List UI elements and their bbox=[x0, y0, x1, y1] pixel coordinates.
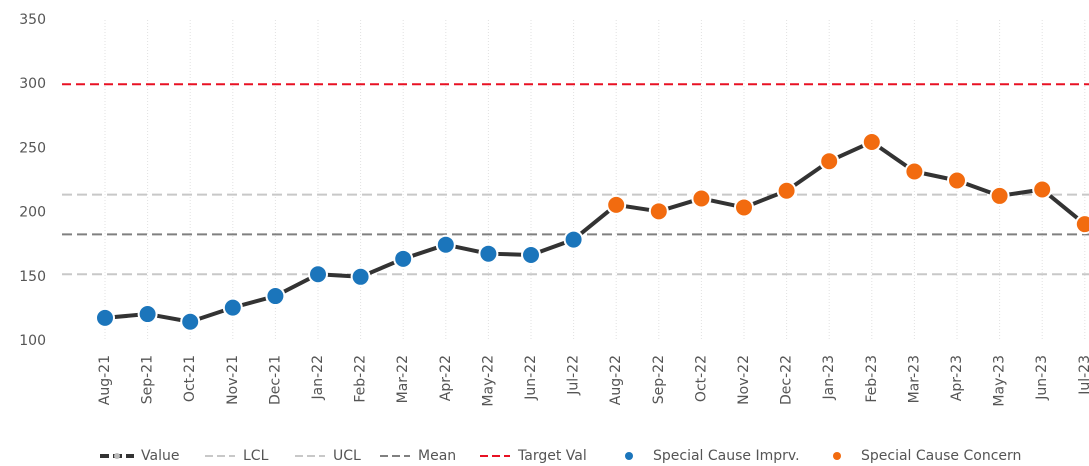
point-marker bbox=[1074, 214, 1089, 235]
point-marker bbox=[180, 311, 201, 332]
x-tick-label: May-23 bbox=[992, 355, 1008, 407]
x-tick-label: Nov-22 bbox=[736, 355, 752, 405]
x-tick-label: Mar-23 bbox=[906, 355, 922, 403]
x-tick-label: Jun-23 bbox=[1034, 355, 1050, 401]
y-tick-label: 100 bbox=[19, 333, 46, 349]
legend-label: Value bbox=[141, 448, 179, 464]
point-marker bbox=[691, 188, 712, 209]
point-marker bbox=[648, 201, 669, 222]
point-marker bbox=[393, 248, 414, 269]
point-marker bbox=[350, 266, 371, 287]
x-tick-label: Dec-21 bbox=[267, 355, 283, 405]
point-marker bbox=[521, 244, 541, 265]
y-tick-label: 150 bbox=[19, 269, 46, 285]
point-marker bbox=[734, 197, 754, 218]
legend-label: Special Cause Imprv. bbox=[653, 448, 800, 464]
x-tick-label: Aug-22 bbox=[608, 355, 624, 405]
x-tick-label: Sep-21 bbox=[140, 355, 156, 404]
point-marker bbox=[137, 304, 158, 325]
x-tick-label: Oct-22 bbox=[693, 355, 709, 402]
legend-swatch-dot bbox=[114, 453, 120, 459]
x-tick-label: Oct-21 bbox=[182, 355, 198, 402]
point-marker bbox=[904, 161, 925, 182]
y-tick-label: 250 bbox=[19, 140, 46, 156]
x-tick-label: Apr-23 bbox=[949, 355, 965, 401]
point-marker bbox=[947, 170, 967, 191]
y-tick-label: 300 bbox=[19, 76, 46, 92]
legend-label: LCL bbox=[243, 448, 269, 464]
x-tick-label: Nov-21 bbox=[225, 355, 241, 405]
x-tick-label: May-22 bbox=[480, 355, 496, 407]
point-marker bbox=[989, 185, 1010, 206]
legend-label: Mean bbox=[418, 448, 456, 464]
point-marker bbox=[478, 243, 499, 264]
point-marker bbox=[563, 229, 584, 250]
point-marker bbox=[861, 131, 882, 152]
point-marker bbox=[776, 180, 797, 201]
legend-label: UCL bbox=[333, 448, 361, 464]
x-tick-label: Jun-22 bbox=[523, 355, 539, 401]
x-tick-label: Feb-23 bbox=[864, 355, 880, 403]
x-tick-label: Mar-22 bbox=[395, 355, 411, 403]
x-tick-label: Jan-22 bbox=[310, 355, 326, 400]
x-tick-label: Feb-22 bbox=[353, 355, 369, 403]
x-tick-label: Dec-22 bbox=[779, 355, 795, 405]
value-line bbox=[104, 139, 1087, 324]
point-marker bbox=[95, 307, 115, 328]
point-marker bbox=[819, 151, 840, 172]
point-marker bbox=[265, 286, 286, 307]
x-tick-label: Aug-21 bbox=[97, 355, 113, 405]
point-marker bbox=[435, 234, 456, 255]
x-tick-label: Sep-22 bbox=[651, 355, 667, 404]
x-tick-label: Jan-23 bbox=[821, 355, 837, 400]
legend-label: Target Val bbox=[517, 448, 587, 464]
legend-swatch bbox=[833, 452, 841, 460]
x-tick-label: Apr-22 bbox=[438, 355, 454, 401]
point-marker bbox=[1032, 179, 1053, 200]
point-marker bbox=[606, 194, 627, 215]
x-tick-label: Jul-22 bbox=[566, 355, 582, 396]
y-tick-label: 350 bbox=[19, 12, 46, 28]
x-tick-label: Jul-23 bbox=[1077, 355, 1089, 396]
point-marker bbox=[222, 297, 243, 318]
y-tick-label: 200 bbox=[19, 205, 46, 221]
point-marker bbox=[308, 264, 328, 285]
legend-swatch bbox=[625, 452, 633, 460]
legend-label: Special Cause Concern bbox=[861, 448, 1021, 464]
